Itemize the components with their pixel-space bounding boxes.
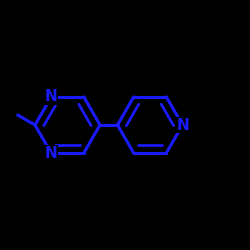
Text: N: N bbox=[45, 146, 58, 161]
Text: N: N bbox=[45, 89, 58, 104]
Text: N: N bbox=[176, 118, 189, 132]
